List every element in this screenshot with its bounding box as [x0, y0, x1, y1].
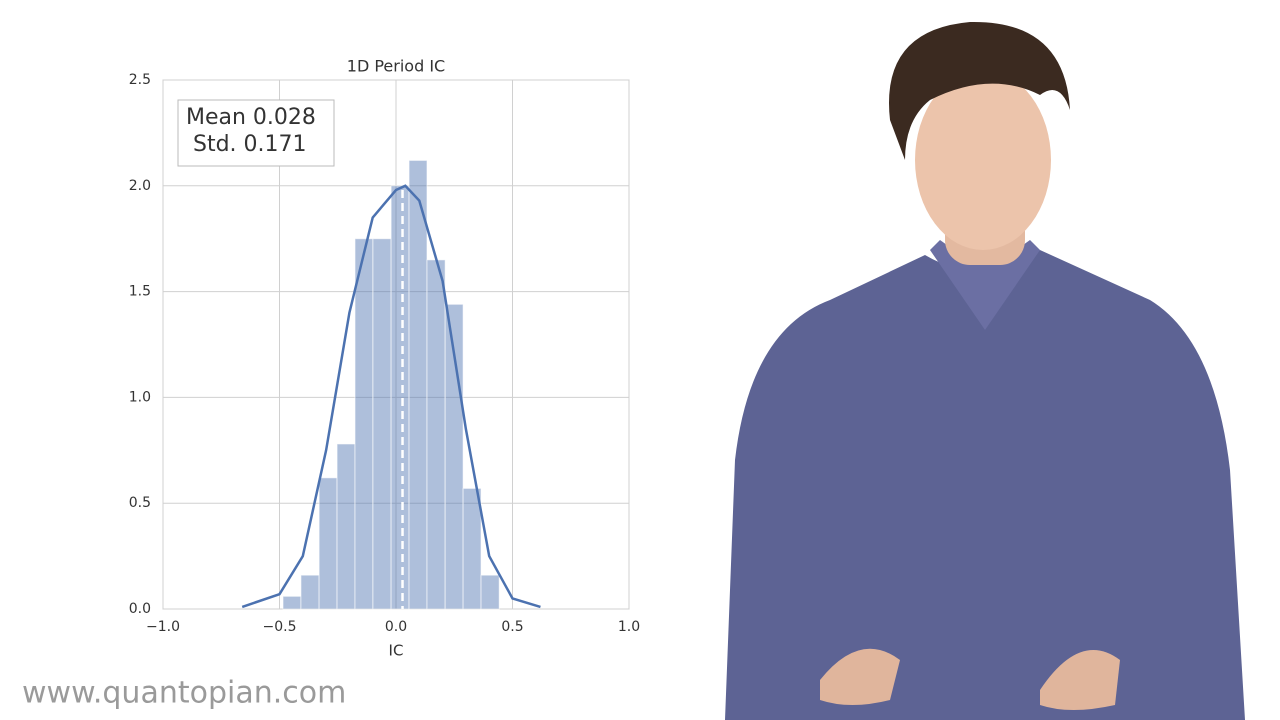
histogram-bar	[300, 574, 320, 610]
histogram-bar	[318, 477, 338, 610]
collar	[930, 240, 1040, 330]
x-tick-label: 0.5	[501, 619, 523, 635]
hair	[889, 21, 1070, 160]
annotation: Std. 0.171	[193, 132, 307, 157]
presenter	[725, 21, 1245, 720]
face	[915, 70, 1051, 250]
x-tick-label: −0.5	[263, 619, 297, 635]
histogram-bar	[426, 259, 446, 610]
y-tick-label: 2.5	[129, 72, 151, 88]
histogram-bar	[336, 443, 356, 610]
annotation-box	[177, 99, 335, 167]
histogram-bar	[462, 487, 482, 610]
y-tick-label: 2.0	[129, 178, 151, 194]
chart: 0.0 0.5 1.0 1.5 2.0 2.5 −1.0 −0.5 0.0 0.5 1.0	[129, 72, 640, 635]
histogram-bar	[282, 595, 302, 610]
y-tick-label: 0.5	[129, 495, 151, 511]
y-tick-label: 1.0	[129, 389, 151, 405]
watermark: www.quantopian.com	[22, 676, 346, 711]
y-tick-label: 0.0	[129, 601, 151, 617]
shirt	[725, 250, 1245, 720]
histogram-bar	[390, 185, 410, 610]
hand	[1040, 650, 1120, 710]
x-tick-label: 0.0	[385, 619, 407, 635]
histogram-bar	[372, 238, 392, 610]
histogram-bar	[480, 574, 500, 610]
chart-title: 1D Period IC	[347, 57, 445, 76]
histogram-bar	[408, 159, 428, 610]
kde-line	[241, 184, 541, 609]
annotation: Mean 0.028	[186, 105, 316, 130]
hand	[820, 648, 900, 705]
x-axis-label: IC	[389, 642, 404, 660]
y-tick-label: 1.5	[129, 284, 151, 300]
x-tick-label: −1.0	[146, 619, 180, 635]
histogram-bar	[354, 238, 374, 610]
x-tick-label: 1.0	[618, 619, 640, 635]
